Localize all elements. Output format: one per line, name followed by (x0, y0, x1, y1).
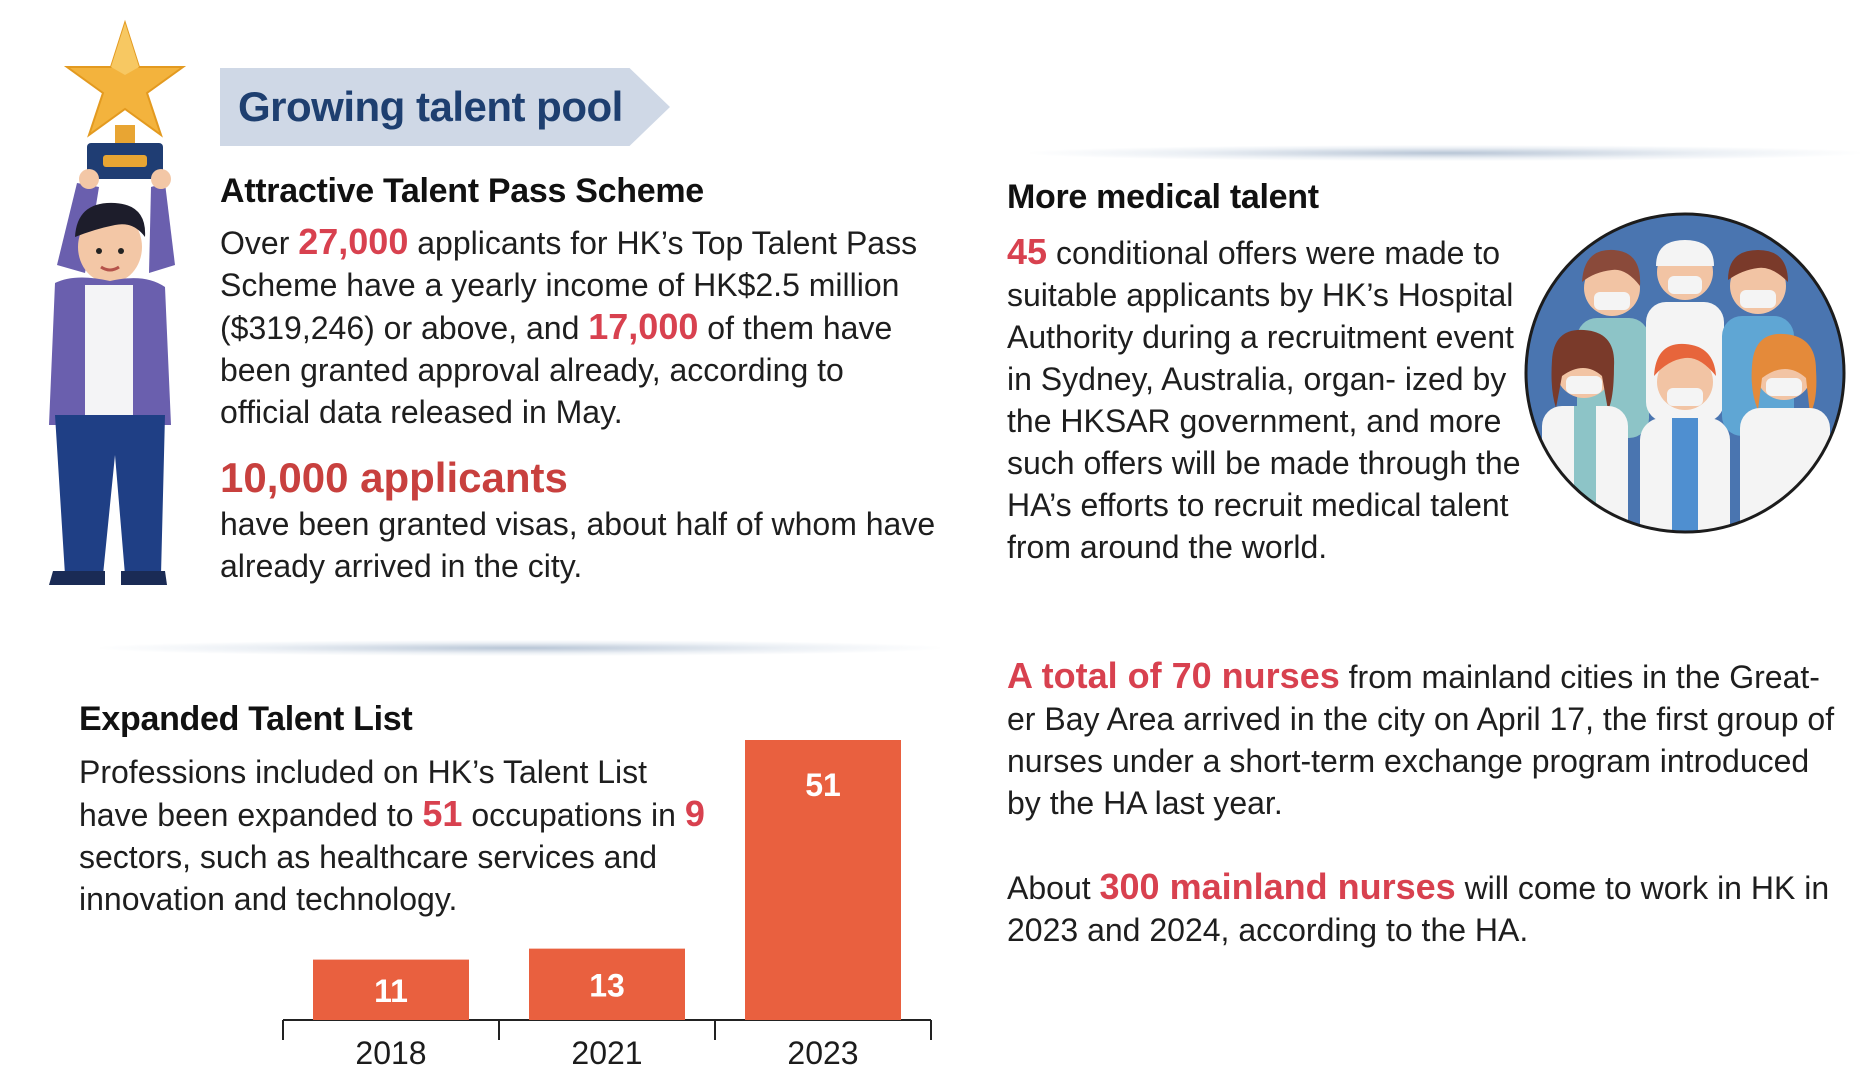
x-tick-label-2023: 2023 (787, 1035, 858, 1071)
text-span: of them have been granted approval alrea… (220, 310, 893, 430)
talent-list-paragraph: Professions included on HK’s Talent List… (79, 751, 719, 920)
medical-staff-illustration (1524, 212, 1846, 534)
stat-9: 9 (684, 793, 705, 834)
x-tick-label-2018: 2018 (355, 1035, 426, 1071)
text-span: Over (220, 225, 299, 261)
stat-300-nurses: 300 mainland nurses (1099, 866, 1456, 907)
talent-list-section: Expanded Talent List Professions include… (79, 700, 719, 920)
talent-pass-paragraph: Over 27,000 applicants for HK’s Top Tale… (220, 221, 940, 433)
visa-stat: 10,000 applicants (220, 454, 568, 501)
bar-2023 (745, 740, 901, 1020)
talent-pass-section: Attractive Talent Pass Scheme Over 27,00… (220, 172, 940, 587)
stat-70-nurses: A total of 70 nurses (1007, 655, 1340, 696)
text-span: Professions included on HK’s Talent List… (79, 754, 648, 833)
stat-45: 45 (1007, 231, 1048, 272)
section-banner: Growing talent pool (220, 68, 670, 146)
trophy-star-icon (63, 19, 187, 138)
text-span: occupations in (462, 797, 685, 833)
divider-left (100, 640, 940, 656)
banner-title: Growing talent pool (238, 83, 623, 130)
nurses-section: A total of 70 nurses from mainland citie… (1007, 655, 1842, 951)
talent-list-heading: Expanded Talent List (79, 700, 413, 738)
divider-right (1030, 145, 1860, 161)
text-span: conditional offers were made to suitable… (1007, 235, 1521, 565)
stat-51: 51 (422, 793, 463, 834)
text-span: About (1007, 870, 1100, 906)
text-span: applicants for HK’s Top Talent Pass Sche… (220, 225, 918, 346)
talent-pass-heading: Attractive Talent Pass Scheme (220, 172, 704, 210)
bar-value-label-2023: 51 (805, 767, 841, 803)
medical-section: More medical talent 45 conditional offer… (1007, 178, 1527, 568)
stat-17000: 17,000 (588, 306, 699, 347)
bar-2021 (529, 948, 685, 1020)
x-tick-label-2021: 2021 (571, 1035, 642, 1071)
stat-27000: 27,000 (298, 221, 409, 262)
text-span: will come to work in HK in 2023 and 2024… (1007, 870, 1830, 948)
text-span: sectors, such as healthcare services and… (79, 839, 658, 917)
medical-heading: More medical talent (1007, 178, 1319, 216)
text-span: from mainland cities in the Great- er Ba… (1007, 659, 1835, 821)
medical-paragraph-3: About 300 mainland nurses will come to w… (1007, 866, 1842, 951)
visa-paragraph: have been granted visas, about half of w… (220, 506, 936, 584)
medical-paragraph-1: 45 conditional offers were made to suita… (1007, 231, 1527, 568)
bar-value-label-2018: 11 (374, 973, 408, 1009)
person-holding-trophy-illustration (49, 19, 187, 585)
medical-paragraph-2: A total of 70 nurses from mainland citie… (1007, 655, 1842, 824)
bar-value-label-2021: 13 (589, 967, 625, 1003)
talent-list-bar-chart: 11 2018 13 2021 51 2023 (282, 740, 932, 1071)
bar-2018 (313, 959, 469, 1020)
